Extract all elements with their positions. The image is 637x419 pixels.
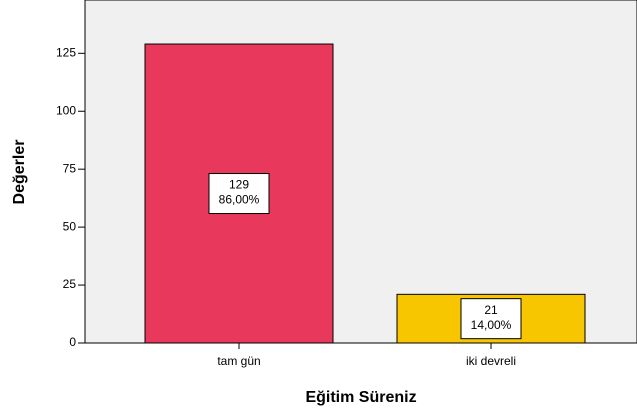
- y-tick-label: 25: [63, 277, 77, 291]
- x-tick-label: tam gün: [217, 354, 260, 368]
- data-label-box: [460, 298, 522, 340]
- data-label-box: [208, 173, 270, 215]
- y-tick-label: 0: [69, 335, 76, 349]
- x-axis-title: Eğitim Süreniz: [305, 389, 416, 406]
- data-label: 129: [229, 178, 249, 192]
- y-tick-label: 125: [56, 45, 76, 59]
- data-label: 21: [484, 303, 498, 317]
- y-tick-label: 100: [56, 103, 76, 117]
- y-tick-label: 50: [63, 219, 77, 233]
- x-tick-label: iki devreli: [466, 354, 516, 368]
- y-tick-label: 75: [63, 161, 77, 175]
- percent-label: 14,00%: [471, 318, 512, 332]
- y-axis-title: Değerler: [11, 140, 28, 205]
- percent-label: 86,00%: [219, 193, 260, 207]
